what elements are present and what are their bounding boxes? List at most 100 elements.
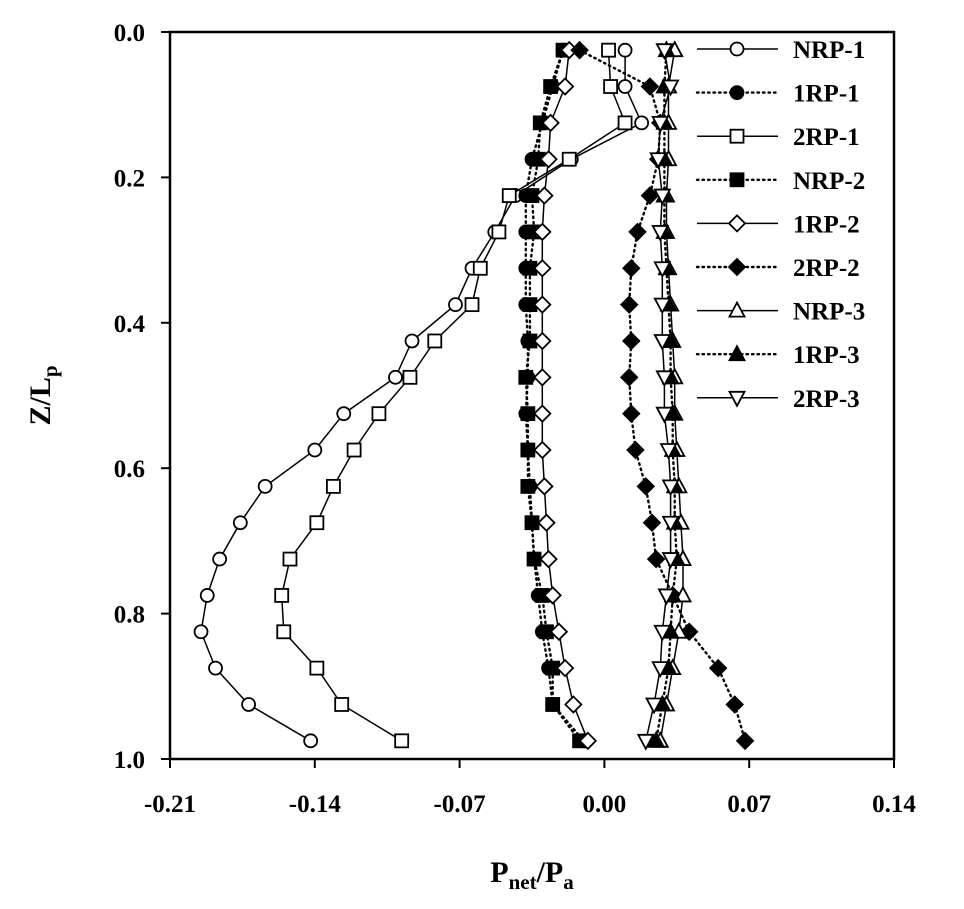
data-point bbox=[535, 186, 554, 205]
data-point bbox=[622, 404, 641, 423]
data-point bbox=[543, 586, 562, 605]
data-point bbox=[232, 515, 248, 531]
data-point bbox=[545, 697, 561, 712]
data-point bbox=[334, 697, 350, 712]
data-point bbox=[647, 730, 666, 748]
data-point bbox=[564, 695, 583, 714]
legend-marker bbox=[727, 257, 747, 277]
legend-marker bbox=[729, 85, 745, 100]
data-point bbox=[657, 588, 676, 606]
data-point bbox=[193, 624, 209, 640]
data-point bbox=[653, 297, 672, 315]
data-point bbox=[448, 297, 463, 313]
legend-label: NRP-3 bbox=[793, 299, 865, 326]
data-point bbox=[541, 113, 560, 133]
data-point bbox=[636, 733, 655, 751]
series-NRP-1 bbox=[193, 42, 650, 749]
data-point bbox=[549, 622, 569, 642]
data-point bbox=[402, 369, 418, 385]
legend-marker bbox=[727, 344, 747, 362]
data-point bbox=[659, 443, 678, 460]
data-point bbox=[533, 222, 552, 242]
data-point bbox=[533, 440, 552, 460]
data-point bbox=[533, 404, 552, 423]
x-tick-label: -0.14 bbox=[289, 791, 342, 818]
legend-item: 2RP-2 bbox=[695, 255, 860, 282]
data-point bbox=[628, 222, 647, 242]
data-point bbox=[276, 624, 292, 640]
data-point bbox=[539, 149, 558, 169]
legend-label: 1RP-3 bbox=[793, 342, 860, 369]
data-point bbox=[636, 477, 656, 496]
data-point bbox=[309, 660, 325, 676]
data-point bbox=[661, 79, 680, 97]
data-point bbox=[617, 115, 633, 131]
legend-item: 1RP-2 bbox=[697, 211, 860, 238]
data-point bbox=[535, 477, 554, 496]
y-tick-label: 0.6 bbox=[114, 456, 145, 483]
data-point bbox=[518, 369, 534, 385]
data-point bbox=[622, 259, 641, 278]
legend-marker bbox=[727, 300, 747, 318]
series-NRP-2 bbox=[518, 42, 587, 749]
data-point bbox=[491, 224, 507, 240]
data-point bbox=[561, 151, 577, 167]
data-point bbox=[533, 368, 552, 387]
legend-item: 2RP-3 bbox=[697, 386, 860, 413]
data-point bbox=[346, 442, 362, 458]
legend-label: 2RP-3 bbox=[793, 386, 860, 413]
data-point bbox=[619, 295, 639, 314]
data-point bbox=[326, 478, 341, 494]
legend-label: 2RP-1 bbox=[793, 124, 860, 151]
series-layer bbox=[193, 40, 755, 751]
data-point bbox=[649, 152, 668, 170]
data-point bbox=[520, 406, 536, 422]
legend-label: 2RP-2 bbox=[793, 255, 860, 282]
legend-label: 1RP-1 bbox=[793, 81, 860, 108]
data-point bbox=[537, 513, 556, 532]
data-point bbox=[371, 406, 387, 422]
data-point bbox=[472, 260, 488, 276]
x-axis-label: Pnet/Pa bbox=[490, 856, 574, 894]
legend-item: NRP-3 bbox=[697, 299, 865, 326]
series-2RP-1 bbox=[274, 42, 633, 749]
data-point bbox=[533, 259, 552, 278]
plot-area-border bbox=[168, 30, 896, 761]
data-point bbox=[307, 442, 323, 458]
data-point bbox=[394, 733, 410, 749]
x-tick-label: -0.07 bbox=[434, 791, 486, 818]
series-2RP-3 bbox=[636, 43, 680, 751]
data-point bbox=[653, 624, 672, 642]
legend-marker bbox=[729, 128, 745, 144]
data-point bbox=[520, 442, 536, 458]
data-point bbox=[208, 660, 223, 676]
y-axis-ticks: 0.0 0.2 0.4 0.6 0.8 1.0 bbox=[114, 20, 170, 774]
series-1RP-3 bbox=[647, 40, 686, 748]
data-point bbox=[274, 588, 290, 603]
legend-marker bbox=[729, 41, 745, 57]
data-point bbox=[645, 697, 664, 715]
data-point bbox=[388, 369, 403, 385]
data-point bbox=[212, 551, 228, 567]
x-tick-label: 0.07 bbox=[727, 791, 771, 818]
data-point bbox=[640, 77, 660, 96]
data-point bbox=[661, 479, 680, 497]
data-point bbox=[708, 658, 728, 678]
data-point bbox=[309, 515, 325, 531]
legend-marker bbox=[729, 172, 745, 188]
data-point bbox=[655, 370, 674, 388]
series-1RP-1 bbox=[518, 42, 592, 749]
y-tick-label: 0.2 bbox=[114, 165, 145, 192]
y-tick-label: 0.0 bbox=[114, 20, 145, 47]
data-point bbox=[735, 731, 755, 751]
data-point bbox=[404, 333, 420, 349]
data-point bbox=[653, 261, 672, 279]
data-point bbox=[626, 440, 645, 460]
data-point bbox=[427, 333, 443, 349]
legend-item: 1RP-1 bbox=[695, 81, 860, 108]
data-point bbox=[653, 334, 672, 351]
data-point bbox=[617, 79, 633, 94]
data-point bbox=[520, 478, 536, 494]
data-point bbox=[640, 186, 660, 205]
